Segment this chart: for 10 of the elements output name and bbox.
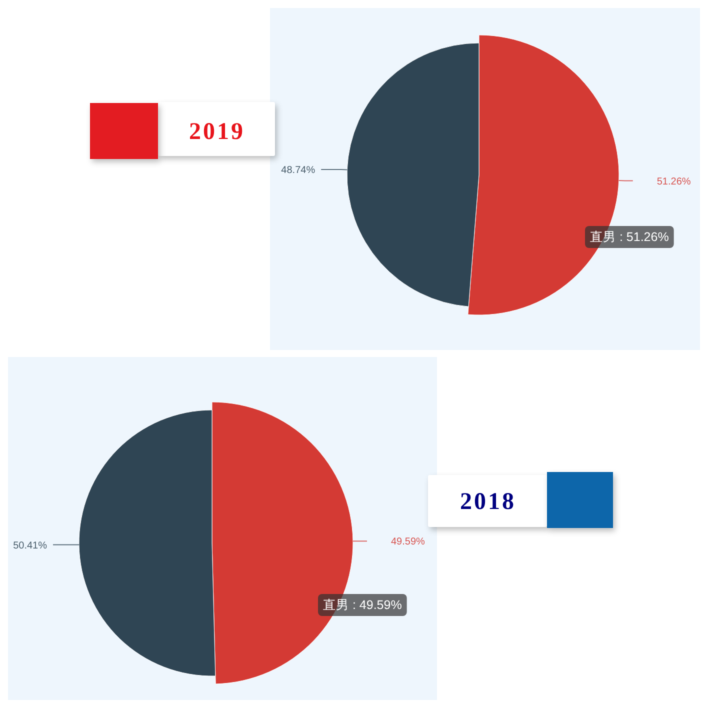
data-label: 49.59% bbox=[390, 536, 426, 548]
tooltip: 直男 : 51.26% bbox=[585, 226, 674, 248]
data-label: 51.26% bbox=[656, 176, 691, 188]
text: 2019 bbox=[189, 119, 245, 145]
slice-label: 直男 : 51.26% bbox=[590, 230, 669, 244]
text: 2018 bbox=[460, 489, 516, 515]
tooltip: 直男 : 49.59% bbox=[318, 594, 407, 616]
data-label: 48.74% bbox=[281, 165, 316, 176]
data-label: 50.41% bbox=[13, 540, 48, 552]
slice-label: 直男 : 49.59% bbox=[323, 598, 402, 612]
